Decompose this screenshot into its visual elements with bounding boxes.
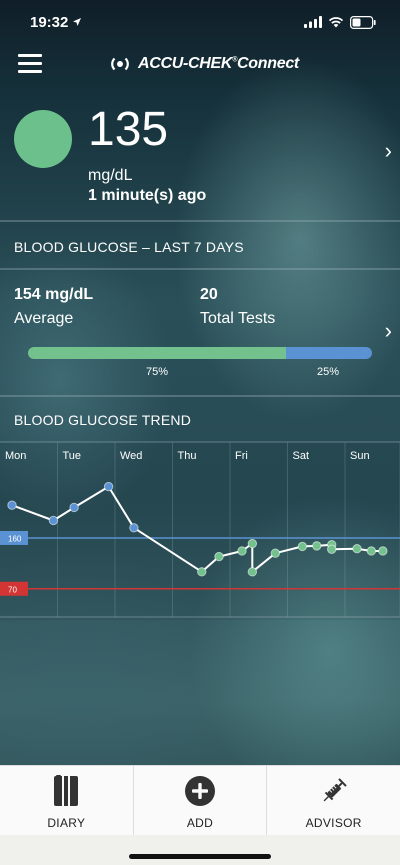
above-range-segment	[286, 347, 372, 359]
chevron-right-icon: ›	[384, 138, 392, 163]
brand-suffix: Connect	[237, 55, 299, 72]
reading-time-ago: 1 minute(s) ago	[88, 187, 207, 204]
glucose-status-indicator	[14, 110, 72, 168]
average-value: 154 mg/dL	[14, 286, 94, 303]
divider	[0, 395, 400, 397]
last-7-days-summary[interactable]: 154 mg/dL Average 20 Total Tests › 75% 2…	[0, 270, 400, 394]
insulin-syringe-icon	[318, 774, 350, 808]
average-label: Average	[14, 310, 74, 327]
nav-advisor-label: ADVISOR	[305, 816, 362, 830]
wifi-icon	[328, 17, 344, 28]
home-indicator	[129, 854, 271, 859]
divider	[0, 268, 400, 270]
diary-book-icon	[53, 774, 79, 808]
add-circle-icon	[184, 774, 216, 808]
accu-chek-logo-icon	[111, 57, 129, 71]
trend-title: BLOOD GLUCOSE TREND	[14, 412, 192, 428]
nav-diary[interactable]: DIARY	[0, 766, 134, 835]
bottom-nav: DIARY ADD	[0, 765, 400, 835]
chevron-right-icon: ›	[384, 318, 392, 343]
location-arrow-icon	[73, 18, 82, 26]
status-time: 19:32	[30, 13, 69, 31]
brand-name: ACCU-CHEK	[138, 55, 233, 72]
in-range-percent: 75%	[146, 366, 169, 378]
reading-value: 135	[88, 103, 169, 156]
home-indicator-area	[0, 835, 400, 865]
in-range-segment	[28, 347, 286, 359]
hamburger-menu-icon[interactable]	[18, 54, 42, 74]
total-tests-value: 20	[200, 286, 218, 303]
current-reading-card[interactable]: 135 mg/dL 1 minute(s) ago ›	[0, 88, 400, 220]
brand-logo: ACCU-CHEK®Connect	[108, 52, 299, 76]
brand-title: ACCU-CHEK®Connect	[138, 55, 299, 72]
cellular-signal-icon	[304, 16, 322, 28]
reading-unit: mg/dL	[88, 167, 133, 184]
nav-add-label: ADD	[186, 816, 214, 830]
above-range-percent: 25%	[317, 366, 340, 378]
status-icons	[304, 15, 376, 29]
range-distribution-bar	[28, 347, 372, 359]
battery-icon	[350, 15, 376, 29]
nav-diary-label: DIARY	[47, 816, 86, 830]
status-time-group: 19:32	[30, 14, 82, 31]
app-header: ACCU-CHEK®Connect	[0, 44, 400, 86]
divider	[0, 220, 400, 222]
nav-add[interactable]: ADD	[134, 766, 268, 835]
summary-title: BLOOD GLUCOSE – LAST 7 DAYS	[14, 239, 244, 255]
total-tests-label: Total Tests	[200, 310, 276, 327]
status-bar: 19:32	[0, 0, 400, 44]
nav-advisor[interactable]: ADVISOR	[267, 766, 400, 835]
